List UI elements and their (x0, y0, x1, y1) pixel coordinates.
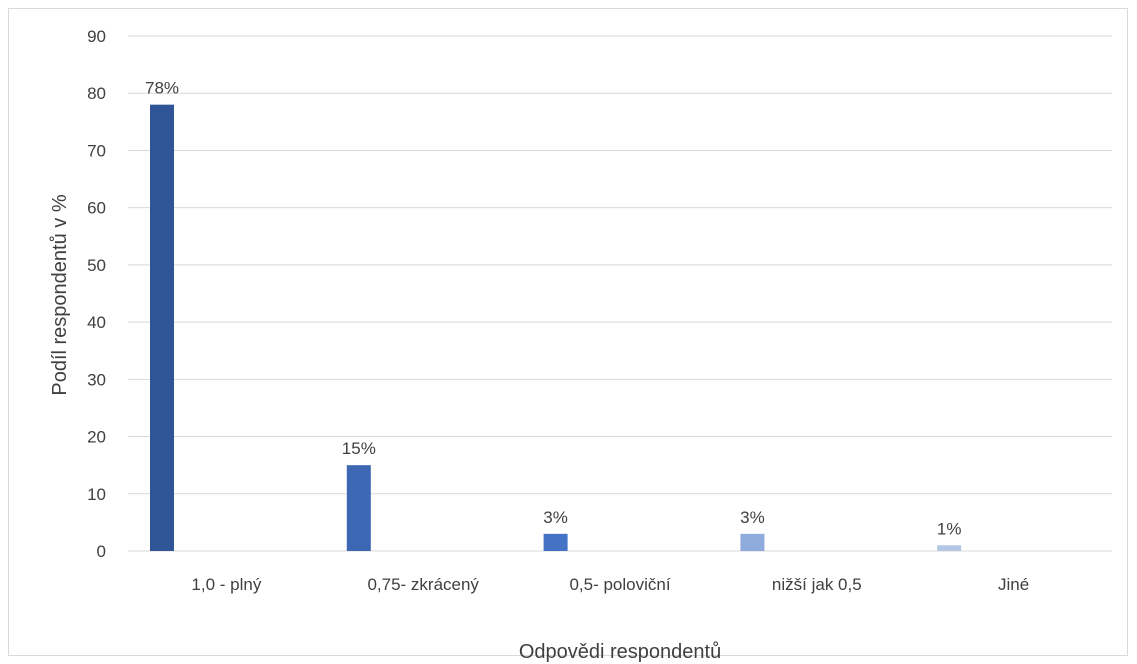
bar (937, 545, 962, 551)
x-category-label: nižší jak 0,5 (772, 575, 862, 594)
y-tick-label: 10 (87, 485, 106, 504)
data-labels: 78% 15% 3% 3% 1% (145, 79, 962, 539)
y-axis-title: Podíl respondentů v % (49, 194, 71, 395)
data-label: 78% (145, 79, 179, 98)
y-tick-label: 20 (87, 428, 106, 447)
x-axis-categories: 1,0 - plný 0,75- zkrácený 0,5- poloviční ni… (191, 575, 1029, 594)
data-label: 1% (937, 519, 962, 538)
bar (543, 533, 568, 551)
x-category-label: 1,0 - plný (191, 575, 261, 594)
y-tick-label: 50 (87, 256, 106, 275)
data-label: 3% (543, 508, 568, 527)
data-label: 15% (342, 439, 376, 458)
x-axis-title: Odpovědi respondentů (519, 641, 721, 663)
x-category-label: 0,5- poloviční (569, 575, 670, 594)
bar (150, 104, 174, 552)
y-axis-ticks: 0 10 20 30 40 50 60 70 80 90 (87, 27, 106, 561)
bar (346, 465, 371, 551)
y-tick-label: 40 (87, 313, 106, 332)
bars (150, 104, 962, 552)
y-tick-label: 60 (87, 199, 106, 218)
y-tick-label: 90 (87, 27, 106, 46)
y-tick-label: 80 (87, 84, 106, 103)
bar (740, 533, 765, 551)
x-category-label: 0,75- zkrácený (367, 575, 479, 594)
y-tick-label: 0 (97, 542, 106, 561)
y-tick-label: 30 (87, 370, 106, 389)
data-label: 3% (740, 508, 765, 527)
y-tick-label: 70 (87, 141, 106, 160)
x-category-label: Jiné (998, 575, 1029, 594)
gridlines (128, 35, 1112, 552)
